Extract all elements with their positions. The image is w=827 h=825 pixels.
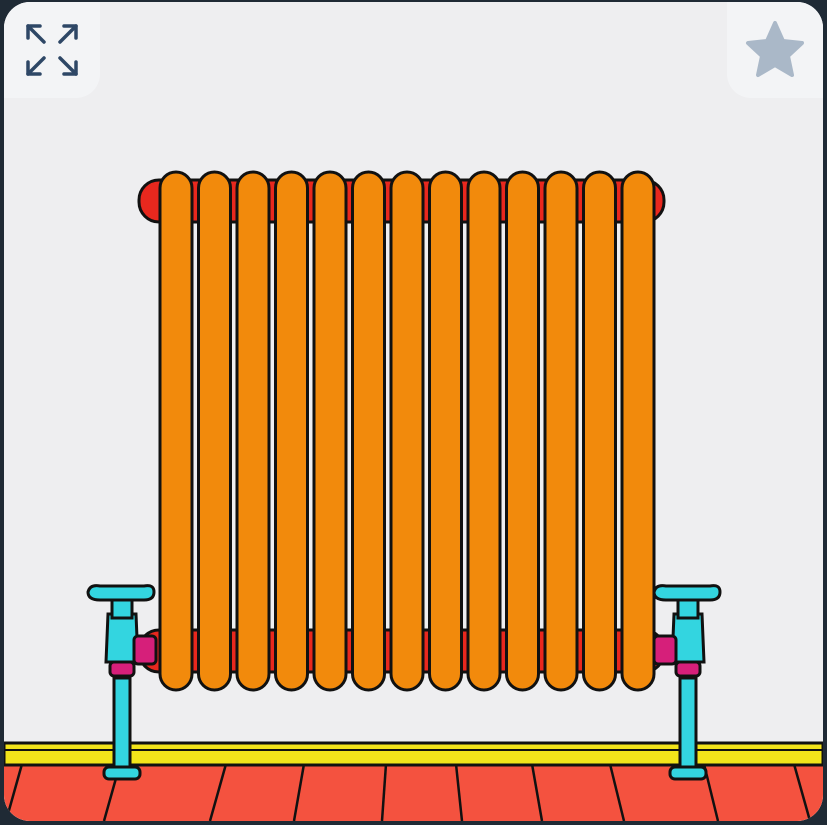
coloring-card bbox=[4, 2, 823, 821]
radiator-fin-9[interactable] bbox=[466, 170, 502, 692]
favorite-button[interactable] bbox=[727, 2, 823, 98]
radiator-fin-12[interactable] bbox=[582, 170, 617, 692]
radiator-fin-7[interactable] bbox=[389, 170, 425, 692]
radiator-fin-5[interactable] bbox=[312, 170, 348, 692]
radiator-fin-4[interactable] bbox=[274, 170, 309, 692]
radiator-fin-2[interactable] bbox=[197, 170, 232, 692]
right-valve[interactable] bbox=[652, 584, 722, 781]
radiator-fin-6[interactable] bbox=[351, 170, 386, 692]
radiator-fin-13[interactable] bbox=[620, 170, 656, 692]
radiator-fin-11[interactable] bbox=[543, 170, 579, 692]
radiator-fin-1[interactable] bbox=[158, 170, 194, 692]
fullscreen-button[interactable] bbox=[4, 2, 100, 98]
radiator-scene bbox=[4, 2, 823, 821]
radiator-fin-10[interactable] bbox=[505, 170, 540, 692]
expand-arrows-icon bbox=[26, 24, 78, 76]
left-valve[interactable] bbox=[86, 584, 158, 781]
radiator-fin-3[interactable] bbox=[235, 170, 271, 692]
radiator-fins bbox=[158, 170, 656, 692]
radiator-fin-8[interactable] bbox=[428, 170, 463, 692]
star-icon bbox=[746, 21, 804, 77]
